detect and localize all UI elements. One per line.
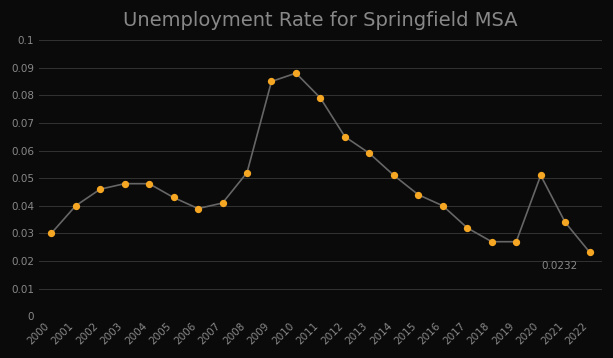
Point: [560, 219, 570, 225]
Point: [242, 170, 252, 175]
Point: [438, 203, 447, 209]
Point: [487, 239, 497, 245]
Point: [365, 150, 375, 156]
Point: [70, 203, 80, 209]
Point: [193, 206, 203, 212]
Point: [585, 249, 595, 255]
Title: Unemployment Rate for Springfield MSA: Unemployment Rate for Springfield MSA: [123, 11, 518, 30]
Point: [511, 239, 521, 245]
Point: [340, 134, 350, 140]
Point: [316, 95, 326, 101]
Point: [144, 181, 154, 187]
Point: [462, 225, 472, 231]
Point: [95, 187, 105, 192]
Point: [218, 200, 227, 206]
Point: [120, 181, 129, 187]
Point: [267, 79, 276, 84]
Point: [536, 173, 546, 178]
Point: [413, 192, 423, 198]
Text: 0.0232: 0.0232: [541, 261, 577, 271]
Point: [169, 195, 178, 200]
Point: [47, 231, 56, 236]
Point: [389, 173, 399, 178]
Point: [291, 70, 301, 76]
